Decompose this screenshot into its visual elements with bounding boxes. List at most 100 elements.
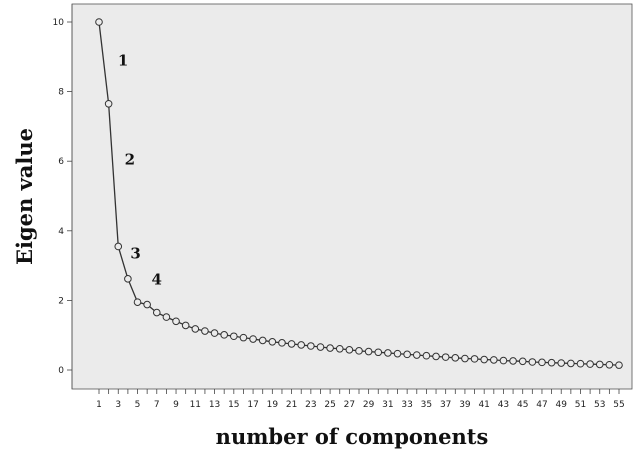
x-tick-label: 35 xyxy=(421,400,432,410)
data-point xyxy=(114,242,123,251)
annotation-label: 2 xyxy=(125,151,135,169)
x-axis-title: number of components xyxy=(216,424,489,449)
data-point xyxy=(412,351,421,359)
x-tick-label: 33 xyxy=(401,400,412,410)
data-point xyxy=(258,336,267,345)
data-point xyxy=(297,341,306,349)
x-tick-label: 9 xyxy=(173,400,179,410)
x-tick-label: 45 xyxy=(517,400,528,410)
data-point xyxy=(384,349,392,357)
data-point xyxy=(499,356,508,365)
data-point xyxy=(220,331,228,339)
x-tick-label: 51 xyxy=(575,400,586,410)
y-axis-title: Eigen value xyxy=(12,128,37,265)
y-tick-label: 8 xyxy=(58,88,64,98)
x-tick-label: 17 xyxy=(247,400,258,410)
data-point xyxy=(470,355,479,363)
data-point xyxy=(374,348,383,357)
data-point xyxy=(124,275,132,283)
x-tick-label: 43 xyxy=(498,400,509,410)
x-tick-label: 31 xyxy=(382,400,393,410)
data-point xyxy=(95,18,103,26)
data-point xyxy=(461,354,469,363)
x-tick-label: 37 xyxy=(440,400,451,410)
data-point xyxy=(576,359,585,368)
data-point xyxy=(326,344,334,352)
data-point xyxy=(615,361,623,369)
x-tick-label: 55 xyxy=(613,400,624,410)
data-point xyxy=(355,347,363,355)
data-point xyxy=(230,332,238,341)
series-layer xyxy=(95,18,623,369)
x-tick-label: 5 xyxy=(135,400,141,410)
data-point xyxy=(547,358,556,367)
data-point xyxy=(518,357,527,366)
data-point xyxy=(316,343,325,351)
x-tick-label: 11 xyxy=(190,400,201,410)
x-tick-label: 13 xyxy=(209,400,220,410)
annotation-layer: 1 2 34 xyxy=(118,52,162,289)
data-point xyxy=(432,352,440,361)
data-point xyxy=(287,340,296,348)
data-point xyxy=(335,344,344,353)
x-tick-label: 7 xyxy=(154,400,160,410)
data-point xyxy=(567,359,575,368)
data-point xyxy=(393,349,402,358)
x-axis: 1 3 5 7 9 11 13 15 17 19 21 23 25 27 29 31 33 35 37 39 41 43 4… xyxy=(96,389,625,410)
data-point xyxy=(191,325,200,333)
x-tick-label: 15 xyxy=(228,400,239,410)
plot-area xyxy=(71,3,633,390)
x-tick-label: 3 xyxy=(115,400,121,410)
annotation-label: 3 xyxy=(130,245,140,263)
x-tick-label: 29 xyxy=(363,400,375,410)
x-tick-label: 27 xyxy=(344,400,355,410)
data-point xyxy=(210,329,219,337)
data-point xyxy=(239,333,248,342)
data-point xyxy=(364,347,373,356)
x-tick-label: 23 xyxy=(305,400,316,410)
data-point xyxy=(490,356,498,364)
x-tick-label: 47 xyxy=(536,400,547,410)
x-tick-label: 49 xyxy=(555,400,567,410)
data-point xyxy=(181,321,190,330)
data-point xyxy=(441,353,450,361)
x-tick-label: 25 xyxy=(324,400,335,410)
data-point xyxy=(528,358,537,366)
data-point xyxy=(133,298,142,306)
data-point xyxy=(143,300,151,309)
data-point xyxy=(403,350,411,359)
y-tick-label: 4 xyxy=(58,227,64,237)
data-point xyxy=(480,355,488,364)
data-point xyxy=(451,354,460,362)
data-point xyxy=(422,351,431,360)
data-point xyxy=(172,317,180,326)
y-tick-label: 6 xyxy=(58,157,64,167)
y-tick-label: 0 xyxy=(58,366,64,376)
data-point xyxy=(152,308,161,317)
data-point xyxy=(278,339,286,347)
x-tick-label: 19 xyxy=(267,400,279,410)
data-point xyxy=(509,357,517,365)
data-point xyxy=(249,335,257,343)
x-tick-label: 39 xyxy=(459,400,471,410)
y-tick-label: 2 xyxy=(58,296,64,306)
y-axis: 0 2 4 6 8 10 xyxy=(53,4,73,389)
x-tick-label: 41 xyxy=(478,400,489,410)
data-point xyxy=(345,346,354,354)
data-point xyxy=(586,360,594,368)
data-point xyxy=(268,338,277,346)
data-point xyxy=(201,327,209,335)
x-tick-label: 53 xyxy=(594,400,605,410)
x-tick-label: 1 xyxy=(96,400,102,410)
annotation-label: 4 xyxy=(152,271,162,289)
data-point xyxy=(595,360,604,369)
data-point xyxy=(162,313,171,321)
x-tick-label: 21 xyxy=(286,400,297,410)
data-point xyxy=(307,342,315,350)
data-point xyxy=(557,359,566,367)
data-point xyxy=(538,358,546,367)
annotation-label: 1 xyxy=(118,52,128,70)
data-point xyxy=(104,99,113,108)
data-point xyxy=(605,360,614,369)
